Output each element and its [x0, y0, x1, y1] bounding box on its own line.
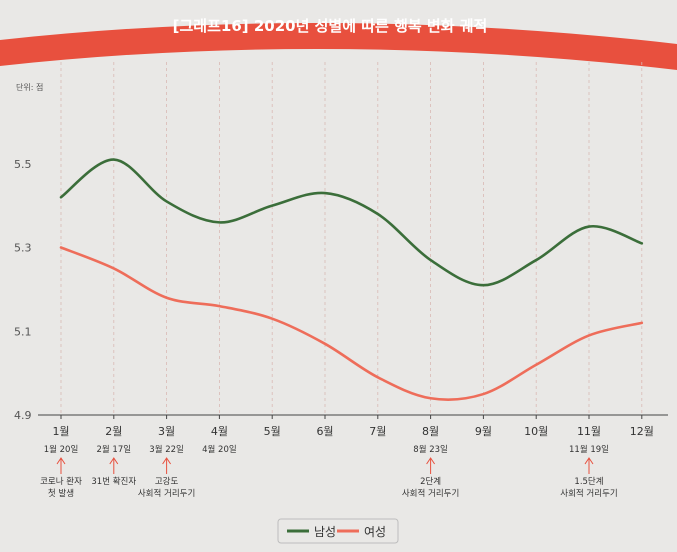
x-tick-label: 4월 — [211, 425, 228, 438]
x-tick-label: 5월 — [264, 425, 281, 438]
annotation-text: 사회적 거리두기 — [138, 488, 195, 499]
y-tick-label: 5.3 — [14, 242, 32, 255]
annotation-text: 코로나 환자 — [40, 476, 82, 487]
x-tick-label: 2월 — [105, 425, 122, 438]
x-tick-label: 7월 — [369, 425, 386, 438]
annotation-date: 4월 20일 — [202, 444, 237, 455]
annotation-text: 고강도 — [155, 476, 179, 487]
series-lines — [59, 158, 644, 401]
x-tick-label: 6월 — [316, 425, 333, 438]
x-tick-label: 8월 — [422, 425, 439, 438]
x-tick-label: 1월 — [52, 425, 69, 438]
series-line-female — [59, 246, 644, 401]
annotation-date: 11월 19일 — [569, 444, 609, 455]
annotation-arrowhead — [426, 457, 436, 465]
x-tick-label: 12월 — [630, 425, 654, 438]
y-tick-label: 4.9 — [14, 409, 32, 422]
x-tick-label: 11월 — [577, 425, 601, 438]
annotation-arrowhead — [162, 457, 172, 465]
legend-label-female: 여성 — [364, 525, 386, 539]
annotation-date: 2월 17일 — [97, 444, 132, 455]
y-tick-label: 5.1 — [14, 325, 32, 338]
x-tick-label: 3월 — [158, 425, 175, 438]
x-tick-label: 10월 — [524, 425, 548, 438]
legend: 남성 여성 — [277, 518, 399, 544]
x-tick-label: 9월 — [475, 425, 492, 438]
y-tick-label: 5.5 — [14, 158, 32, 171]
unit-label: 단위: 점 — [16, 82, 43, 92]
legend-label-male: 남성 — [314, 525, 336, 539]
annotation-text: 첫 발생 — [48, 488, 74, 499]
annotation-date: 3월 22일 — [149, 444, 184, 455]
x-axis-ticks: 1월 2월 3월 4월 5월 6월 7월 8월 9월 10월 11월 12월 — [52, 415, 654, 438]
annotation-arrowhead — [56, 457, 66, 465]
annotation-date: 8월 23일 — [413, 444, 448, 455]
y-axis-ticks: 4.9 5.1 5.3 5.5 — [14, 158, 32, 422]
chart-title: [그래프16] 2020년 성별에 따른 행복 변화 궤적 — [173, 17, 488, 35]
title-banner — [0, 22, 677, 70]
annotation-arrowhead — [109, 457, 119, 465]
series-line-male — [59, 158, 644, 287]
annotation-text: 31번 확진자 — [91, 476, 136, 487]
annotation-text: 2단계 — [420, 476, 441, 487]
grid-lines — [60, 62, 643, 415]
annotation-text: 사회적 거리두기 — [560, 488, 617, 499]
annotation-date: 1월 20일 — [44, 444, 79, 455]
annotation-arrowhead — [584, 457, 594, 465]
annotation-text: 사회적 거리두기 — [402, 488, 459, 499]
annotation-text: 1.5단계 — [574, 476, 603, 487]
